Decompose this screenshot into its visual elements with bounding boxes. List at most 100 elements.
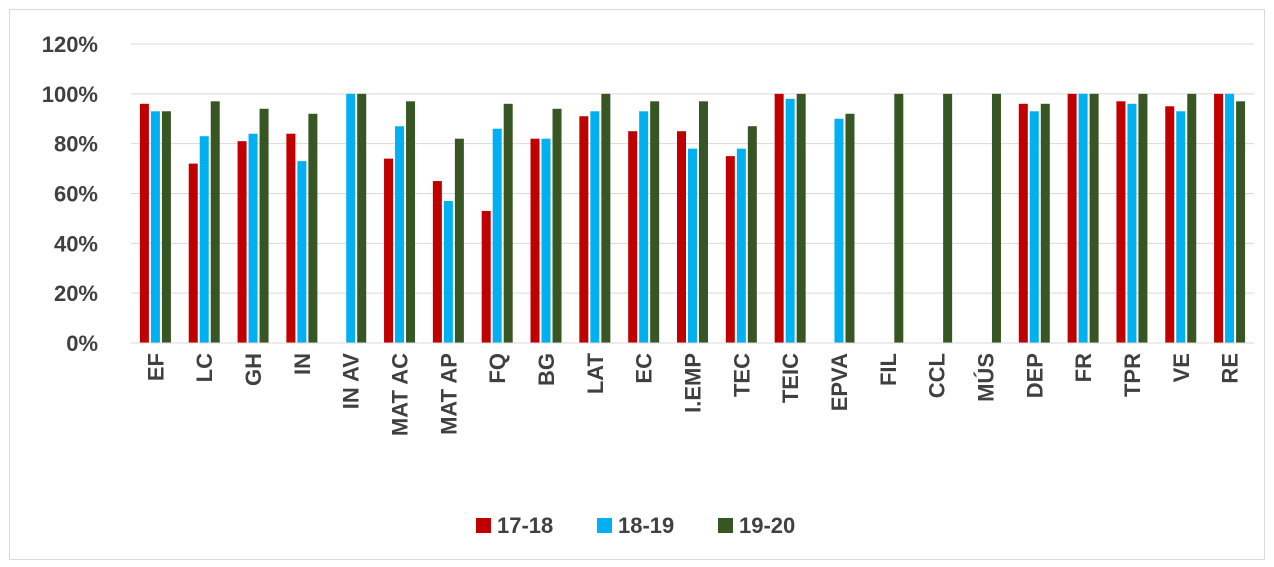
chart-area: 0% 20% 40% 60% 80% 100% 120% EF LC GH IN IN AV MAT …	[9, 9, 1265, 560]
x-category-label: MÚS	[973, 353, 998, 402]
y-tick-label: 120%	[42, 32, 98, 57]
bar-18-19-MAT AC	[395, 126, 405, 343]
y-tick-label: 40%	[54, 231, 98, 256]
bar-18-19-IN AV	[346, 93, 356, 343]
bar-18-19-TEC	[736, 148, 746, 343]
bar-19-20-IN AV	[357, 93, 367, 343]
x-category-label: BG	[534, 353, 559, 386]
y-tick-label: 80%	[54, 132, 98, 157]
bar-19-20-LC	[210, 101, 220, 343]
bar-17-18-GH	[237, 141, 247, 343]
bar-17-18-LC	[188, 163, 198, 343]
y-axis-tick-labels: 0% 20% 40% 60% 80% 100% 120%	[42, 32, 98, 356]
bar-19-20-MAT AP	[454, 138, 464, 343]
x-category-label: TEC	[729, 353, 754, 397]
bar-17-18-RE	[1214, 93, 1224, 343]
bar-18-19-I.EMP	[688, 148, 697, 343]
bar-17-18-TEC	[725, 156, 735, 343]
x-category-label: FR	[1071, 353, 1096, 382]
x-category-label: LAT	[583, 352, 608, 394]
x-category-label: IN	[290, 353, 315, 375]
bar-17-18-FQ	[481, 210, 491, 343]
bar-19-20-EF	[161, 111, 171, 344]
legend-label: 18-19	[618, 513, 674, 538]
bar-19-20-EPVA	[845, 113, 855, 344]
bar-19-20-TEC	[747, 126, 757, 343]
bar-17-18-MAT AP	[432, 181, 442, 343]
bar-19-20-CCL	[943, 93, 953, 343]
x-category-label: I.EMP	[681, 353, 706, 413]
bar-18-19-EF	[150, 111, 160, 344]
bars	[139, 93, 1246, 344]
bar-19-20-DEP	[1040, 103, 1050, 343]
bar-19-20-FIL	[894, 93, 904, 343]
bar-17-18-EC	[628, 131, 638, 343]
bar-17-18-LAT	[579, 116, 589, 343]
x-category-label: LC	[192, 353, 217, 382]
bar-18-19-DEP	[1029, 111, 1039, 344]
x-category-label: EF	[143, 353, 168, 381]
bar-19-20-GH	[259, 108, 269, 344]
x-axis-category-labels: EF LC GH IN IN AV MAT AC MAT AP FQ BG LAT EC I.EMP T…	[143, 352, 1242, 436]
bar-18-19-TEIC	[785, 98, 795, 343]
bar-17-18-BG	[530, 138, 540, 343]
bar-17-18-MAT AC	[384, 158, 394, 343]
x-category-label: RE	[1218, 353, 1243, 384]
bar-18-19-TPR	[1127, 103, 1137, 343]
bar-19-20-FQ	[503, 103, 513, 343]
bar-17-18-VE	[1165, 106, 1175, 344]
bar-18-19-GH	[248, 133, 258, 343]
legend-swatch	[597, 518, 612, 533]
bar-17-18-FR	[1067, 93, 1077, 343]
bar-19-20-IN	[308, 113, 318, 344]
x-category-label: MAT AC	[388, 353, 413, 436]
x-category-label: IN AV	[339, 353, 364, 410]
bar-19-20-EC	[650, 101, 660, 343]
bar-19-20-VE	[1187, 93, 1197, 343]
bar-chart: 0% 20% 40% 60% 80% 100% 120% EF LC GH IN IN AV MAT …	[42, 32, 1254, 538]
bar-19-20-MÚS	[991, 93, 1001, 343]
x-category-label: FIL	[876, 353, 901, 386]
bar-19-20-LAT	[601, 93, 611, 343]
bar-19-20-RE	[1236, 101, 1246, 343]
legend-label: 19-20	[739, 513, 795, 538]
legend-swatch	[476, 518, 491, 533]
bar-17-18-DEP	[1018, 103, 1028, 343]
legend: 17-18 18-19 19-20	[476, 513, 795, 538]
x-category-label: MAT AP	[436, 353, 461, 435]
bar-18-19-LAT	[590, 111, 600, 344]
bar-18-19-BG	[541, 138, 551, 343]
bar-19-20-TEIC	[796, 93, 806, 343]
x-category-label: VE	[1169, 353, 1194, 382]
bar-18-19-FQ	[492, 128, 502, 343]
bar-17-18-TEIC	[774, 93, 784, 343]
bar-18-19-EPVA	[834, 118, 844, 343]
bar-18-19-IN	[297, 161, 307, 343]
bar-17-18-IN	[286, 133, 296, 343]
x-category-label: GH	[241, 353, 266, 386]
bar-18-19-EC	[639, 111, 649, 344]
y-tick-label: 100%	[42, 82, 98, 107]
x-category-label: EPVA	[827, 353, 852, 411]
bar-19-20-MAT AC	[406, 101, 416, 343]
bar-18-19-FR	[1078, 93, 1088, 343]
x-category-label: FQ	[485, 353, 510, 384]
x-category-label: CCL	[925, 353, 950, 398]
x-category-label: EC	[632, 353, 657, 384]
legend-swatch	[718, 518, 733, 533]
x-category-label: DEP	[1022, 353, 1047, 398]
bar-18-19-LC	[199, 136, 209, 343]
y-tick-label: 0%	[66, 331, 98, 356]
bar-18-19-RE	[1225, 93, 1235, 343]
bar-17-18-I.EMP	[677, 131, 686, 343]
bar-19-20-I.EMP	[699, 101, 708, 343]
legend-label: 17-18	[497, 513, 553, 538]
bar-19-20-FR	[1089, 93, 1099, 343]
y-tick-label: 60%	[54, 182, 98, 207]
bar-17-18-EF	[139, 103, 149, 343]
bar-18-19-MAT AP	[443, 200, 453, 343]
x-category-label: TPR	[1120, 353, 1145, 397]
bar-19-20-TPR	[1138, 93, 1148, 343]
bar-17-18-TPR	[1116, 101, 1126, 343]
y-tick-label: 20%	[54, 281, 98, 306]
